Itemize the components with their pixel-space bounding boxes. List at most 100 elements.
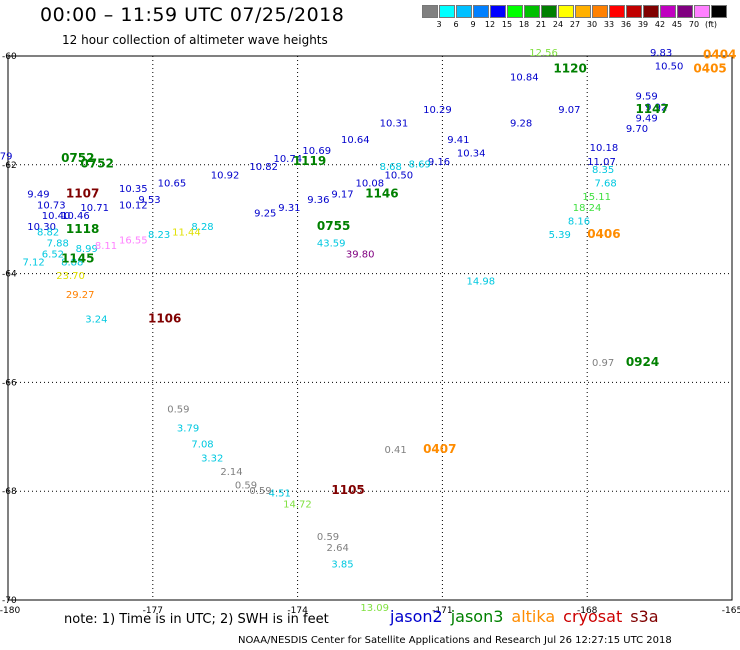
swh-label: 8.69	[409, 160, 431, 171]
swh-label: 4.51	[269, 489, 291, 500]
satellite-legend-s3a: s3a	[630, 607, 659, 626]
swh-label: 8.68	[380, 162, 402, 173]
swh-label: 7.88	[47, 238, 69, 249]
swh-label: 8.23	[148, 230, 170, 241]
color-scale-swatch	[524, 5, 540, 18]
swh-label: 14.72	[283, 500, 312, 511]
satellite-legend-jason3: jason3	[450, 607, 504, 626]
swh-label: 2.64	[327, 543, 349, 554]
swh-label: 10.92	[211, 170, 240, 181]
swh-label: 10.18	[590, 143, 619, 154]
color-scale-swatch	[592, 5, 608, 18]
swh-label: 10.12	[119, 200, 148, 211]
swh-label: 10.50	[384, 170, 413, 181]
swh-label: 10.84	[510, 72, 539, 83]
color-scale-swatch	[694, 5, 710, 18]
swh-label: 10.64	[341, 135, 370, 146]
swh-label: 7.12	[22, 257, 44, 268]
swh-label: 9.25	[254, 208, 276, 219]
color-scale-label: 18	[518, 20, 530, 29]
pass-time-label: 1147	[635, 102, 668, 116]
swh-label: 14.98	[467, 276, 496, 287]
pass-time-label: 1107	[66, 186, 99, 200]
plot-frame	[7, 55, 733, 601]
pass-time-label: 0752	[61, 151, 94, 165]
swh-label: 11.07	[587, 157, 616, 168]
swh-label: 10.34	[457, 149, 486, 160]
y-tick-label: -62	[2, 161, 17, 171]
color-scale-label: 9	[470, 20, 476, 29]
pass-time-label: 1105	[331, 483, 364, 497]
swh-label: 9.28	[510, 119, 532, 130]
x-tick-label: -174	[287, 606, 308, 616]
color-scale-label: 45	[671, 20, 683, 29]
swh-label: 10.69	[302, 146, 331, 157]
swh-label: 9.17	[331, 189, 353, 200]
swh-label: 29.27	[66, 290, 95, 301]
pass-time-label: 1120	[553, 61, 586, 75]
swh-label: 10.40	[42, 211, 71, 222]
swh-label: 9.49	[27, 189, 49, 200]
swh-label: 18.24	[573, 203, 602, 214]
swh-label: 9.36	[307, 195, 329, 206]
color-scale-label: 6	[453, 20, 459, 29]
swh-label: 3.32	[201, 453, 223, 464]
color-scale-label: 42	[654, 20, 666, 29]
pass-time-label: 0752	[80, 157, 113, 171]
pass-time-label: 0404	[703, 48, 736, 62]
y-tick-label: -64	[2, 270, 17, 280]
swh-label: 13.09	[360, 603, 389, 614]
chart-title: 00:00 – 11:59 UTC 07/25/2018	[40, 4, 345, 26]
swh-label: 15.11	[582, 192, 611, 203]
swh-label: 9.49	[635, 113, 657, 124]
color-scale-swatch	[558, 5, 574, 18]
pass-time-label: 1145	[61, 252, 94, 266]
swh-label: 8.35	[592, 165, 614, 176]
pass-time-label: 1106	[148, 312, 181, 326]
x-tick-label: -180	[0, 606, 20, 616]
color-scale-swatch	[490, 5, 506, 18]
swh-label: 2.14	[220, 467, 242, 478]
swh-label: 3.85	[331, 559, 353, 570]
swh-label: 3.24	[85, 315, 107, 326]
color-scale-label: 12	[484, 20, 496, 29]
swh-label: 3.79	[177, 423, 199, 434]
footer-credit: NOAA/NESDIS Center for Satellite Applica…	[238, 635, 672, 646]
color-scale-label: 36	[620, 20, 632, 29]
color-scale-label: 24	[552, 20, 564, 29]
swh-label: 5.39	[549, 230, 571, 241]
y-tick-label: -66	[2, 378, 17, 388]
pass-time-label: 0405	[693, 61, 726, 75]
swh-label: 0.41	[384, 445, 406, 456]
color-scale-label: 3	[436, 20, 442, 29]
pass-time-label: 0407	[423, 442, 456, 456]
swh-label: 43.59	[317, 238, 346, 249]
swh-label: 9.53	[138, 195, 160, 206]
color-scale-label: 30	[586, 20, 598, 29]
swh-label: 9.92	[645, 102, 667, 113]
swh-label: 39.80	[346, 249, 375, 260]
swh-label: 8.82	[37, 228, 59, 239]
swh-label: 10.31	[380, 119, 409, 130]
swh-label: 8.28	[191, 222, 213, 233]
color-scale-label: 15	[501, 20, 513, 29]
swh-label: 0.97	[592, 358, 614, 369]
swh-label: 10.46	[61, 211, 90, 222]
swh-label: 7.68	[594, 179, 616, 190]
color-scale-label: 39	[637, 20, 649, 29]
swh-label: 9.83	[650, 48, 672, 59]
swh-label: 8.16	[568, 217, 590, 228]
chart-subtitle: 12 hour collection of altimeter wave hei…	[62, 33, 328, 47]
swh-label: 10.82	[249, 162, 278, 173]
y-tick-label: -60	[2, 52, 17, 62]
color-scale-swatch	[507, 5, 523, 18]
satellite-legend-altika: altika	[511, 607, 556, 626]
swh-label: 12.56	[529, 48, 558, 59]
satellite-legend-jason2: jason2	[390, 607, 443, 626]
color-scale-swatch	[439, 5, 455, 18]
swh-label: 11.44	[172, 228, 201, 239]
swh-label: 0.59	[167, 404, 189, 415]
color-scale-swatch	[456, 5, 472, 18]
color-scale-label: 70	[688, 20, 700, 29]
x-tick-label: -168	[577, 606, 598, 616]
